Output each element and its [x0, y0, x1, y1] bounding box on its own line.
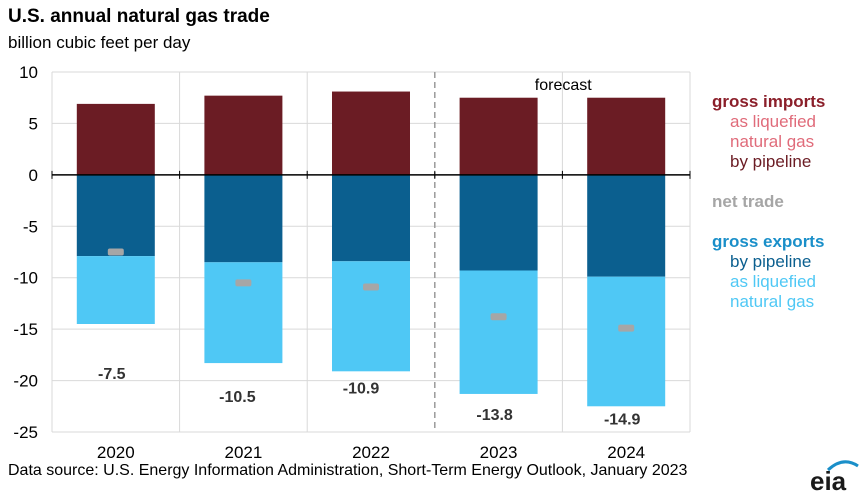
- net-trade-marker: [618, 324, 635, 332]
- y-tick-label: 5: [29, 114, 38, 133]
- y-tick-label: -20: [13, 372, 38, 391]
- y-tick-label: 10: [19, 63, 38, 82]
- legend: gross imports as liquefied natural gas b…: [712, 92, 825, 312]
- net-trade-label: -10.5: [219, 389, 256, 406]
- net-trade-label: -14.9: [604, 411, 641, 428]
- net-trade-markers: [107, 248, 635, 332]
- net-trade-marker: [490, 313, 507, 321]
- data-source-note: Data source: U.S. Energy Information Adm…: [8, 462, 688, 479]
- net-trade-label: -7.5: [98, 366, 126, 383]
- bar-exports-pipeline: [332, 174, 410, 262]
- legend-imports-lng-line2: natural gas: [730, 132, 815, 151]
- y-tick-label: -15: [13, 320, 38, 339]
- bar-exports-pipeline: [587, 174, 666, 277]
- eia-logo: eia: [810, 466, 847, 496]
- bar-imports-pipeline: [332, 91, 410, 175]
- legend-exports-pipeline: by pipeline: [730, 252, 812, 271]
- legend-imports-header: gross imports: [712, 92, 826, 111]
- bar-imports-pipeline: [76, 103, 155, 175]
- y-tick-label: 0: [29, 166, 38, 185]
- net-trade-marker: [107, 248, 124, 256]
- bar-imports-pipeline: [587, 97, 666, 175]
- bar-exports-lng: [459, 270, 538, 394]
- legend-exports-lng-line2: natural gas: [730, 292, 815, 311]
- net-trade-marker: [235, 279, 252, 287]
- net-trade-label: -10.9: [343, 380, 380, 397]
- x-tick-label: 2022: [352, 443, 390, 462]
- legend-imports-lng-line1: as liquefied: [730, 112, 817, 131]
- labels: forecast -7.5 2020 -10.5 2021 -10.9 2022 -13.8 2…: [13, 63, 645, 462]
- bar-imports-pipeline: [459, 97, 538, 175]
- bar-group: [76, 91, 666, 407]
- x-tick-label: 2024: [607, 443, 645, 462]
- bar-exports-lng: [76, 256, 155, 324]
- x-tick-label: 2020: [97, 443, 135, 462]
- legend-net-trade: net trade: [712, 192, 784, 211]
- bar-exports-lng: [332, 261, 410, 372]
- y-tick-label: -10: [13, 269, 38, 288]
- y-tick-label: -25: [13, 423, 38, 442]
- net-trade-marker: [363, 283, 379, 291]
- legend-exports-header: gross exports: [712, 232, 825, 251]
- net-trade-label: -13.8: [476, 407, 513, 424]
- legend-exports-lng-line1: as liquefied: [730, 272, 817, 291]
- bar-exports-pipeline: [459, 174, 538, 271]
- bar-exports-pipeline: [76, 174, 155, 257]
- bar-exports-lng: [587, 276, 666, 407]
- x-tick-label: 2021: [224, 443, 262, 462]
- axes: [51, 170, 691, 433]
- bar-exports-lng: [204, 262, 283, 364]
- x-tick-label: 2023: [480, 443, 518, 462]
- chart-title: U.S. annual natural gas trade: [8, 6, 270, 27]
- y-tick-label: -5: [23, 217, 38, 236]
- bar-imports-pipeline: [204, 95, 283, 175]
- chart-subtitle: billion cubic feet per day: [8, 33, 191, 52]
- forecast-label: forecast: [535, 77, 592, 94]
- bar-exports-pipeline: [204, 174, 283, 263]
- legend-imports-pipeline: by pipeline: [730, 152, 812, 171]
- eia-logo-arc-icon: [826, 460, 859, 472]
